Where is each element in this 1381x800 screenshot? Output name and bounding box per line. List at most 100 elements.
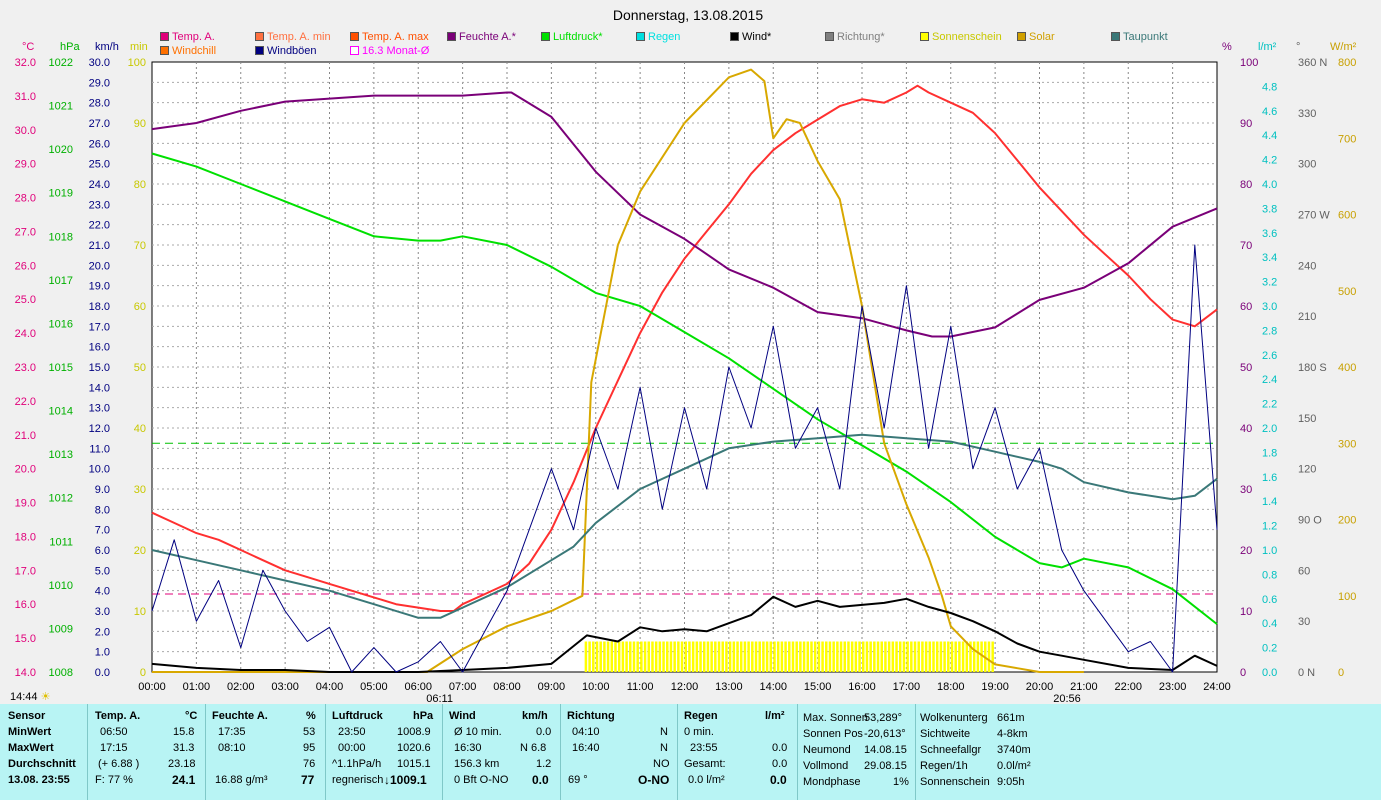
sunshine-bar xyxy=(935,641,939,672)
dir-tick-label: 120 xyxy=(1298,464,1316,476)
rain-unit: l/m² xyxy=(765,710,785,722)
sunshine-bar xyxy=(632,641,636,672)
sunshine-bar xyxy=(662,641,665,672)
sunshine-bar xyxy=(725,641,728,672)
x-tick-label: 17:00 xyxy=(893,681,921,693)
sun-icon: ☀ xyxy=(40,691,51,703)
sunshine-bar xyxy=(891,641,895,672)
sunshine-bar xyxy=(654,641,658,672)
dir-tick-label: 180 S xyxy=(1298,362,1327,374)
wind-tick-label: 29.0 xyxy=(89,77,110,89)
sunshine-bar xyxy=(976,641,980,672)
dir-header: Richtung xyxy=(567,710,615,722)
sunshine-bar xyxy=(924,641,928,672)
row-label-avg: Durchschnitt xyxy=(8,758,76,770)
sunshine-bar xyxy=(869,641,872,672)
wind-tick-label: 17.0 xyxy=(89,321,110,333)
hum-tick-label: 90 xyxy=(1240,118,1252,130)
hum-tick-label: 0 xyxy=(1240,667,1246,679)
sunshine-bar xyxy=(636,641,639,672)
rain-tick-label: 4.0 xyxy=(1262,179,1277,191)
legend-label: Taupunkt xyxy=(1123,31,1168,43)
wind-tick-label: 2.0 xyxy=(95,626,110,638)
misc-v5: 9:05h xyxy=(997,776,1025,788)
hum-cur-val: 77 xyxy=(301,773,315,787)
legend-item: Regen xyxy=(636,31,680,43)
sunshine-bar xyxy=(780,641,784,672)
min-tick-label: 100 xyxy=(128,57,146,69)
rain-tick-label: 3.0 xyxy=(1262,301,1277,313)
wind-tick-label: 11.0 xyxy=(89,443,110,455)
solar-tick-label: 600 xyxy=(1338,210,1356,222)
hum-min-val: 53 xyxy=(303,726,316,738)
press-tick-label: 1015 xyxy=(49,362,73,374)
hum-unit: % xyxy=(306,710,316,722)
wind-max-time: 16:30 xyxy=(454,742,482,754)
press-tick-label: 1020 xyxy=(49,144,73,156)
legend-swatch xyxy=(1017,32,1026,41)
rain-tick-label: 2.0 xyxy=(1262,423,1277,435)
sunshine-bar xyxy=(958,641,961,672)
dir-tick-label: 360 N xyxy=(1298,57,1327,69)
legend-swatch xyxy=(255,46,264,55)
wind-tick-label: 1.0 xyxy=(95,647,110,659)
row-label-current: 13.08. 23:55 xyxy=(8,774,70,786)
press-cur-val: ↓1009.1 xyxy=(384,773,427,787)
sunshine-bar xyxy=(588,641,591,672)
wind-tick-label: 3.0 xyxy=(95,606,110,618)
sunshine-bar xyxy=(658,641,662,672)
press-tick-label: 1010 xyxy=(49,580,73,592)
min-tick-label: 50 xyxy=(134,362,146,374)
temp-tick-label: 25.0 xyxy=(15,294,36,306)
series-line-temp-a- xyxy=(151,84,1218,612)
dir-cur-extra: 69 ° xyxy=(568,774,588,786)
wind-tick-label: 26.0 xyxy=(89,138,110,150)
astro-l4: Vollmond xyxy=(803,760,849,772)
dir-max-val: N xyxy=(660,742,668,754)
sunshine-bar xyxy=(987,641,991,672)
press-tick-label: 1019 xyxy=(49,188,73,200)
hum-tick-label: 10 xyxy=(1240,606,1252,618)
sunshine-bar xyxy=(614,641,617,672)
hum-header: Feuchte A. xyxy=(212,710,268,722)
sunshine-bar xyxy=(917,641,920,672)
sunshine-bar xyxy=(947,641,950,672)
sunshine-bar xyxy=(699,641,702,672)
press-tick-label: 1021 xyxy=(49,101,73,113)
sunshine-bar xyxy=(751,641,754,672)
hum-tick-label: 100 xyxy=(1240,57,1258,69)
rain-tick-label: 2.4 xyxy=(1262,374,1277,386)
series-line-windb-en xyxy=(151,244,1218,673)
x-tick-label: 08:00 xyxy=(493,681,521,693)
sunshine-bar xyxy=(828,641,832,672)
sunshine-bar xyxy=(873,641,876,672)
dir-tick-label: 30 xyxy=(1298,616,1310,628)
wind-avg-extra: 156.3 km xyxy=(454,758,500,770)
temp-tick-label: 21.0 xyxy=(15,430,36,442)
temp-cur-val: 24.1 xyxy=(172,773,196,787)
sunshine-bar xyxy=(688,641,691,672)
sunshine-bar xyxy=(680,641,684,672)
dir-min-val: N xyxy=(660,726,668,738)
solar-tick-label: 100 xyxy=(1338,591,1356,603)
legend-label: Temp. A. xyxy=(172,31,215,43)
press-unit: hPa xyxy=(413,710,434,722)
sunshine-bar xyxy=(784,641,787,672)
hum-max-val: 95 xyxy=(303,742,316,754)
legend-label: Wind* xyxy=(742,31,772,43)
temp-cur-extra: F: 77 % xyxy=(95,774,133,786)
sunrise-annotation: 06:11 xyxy=(426,693,453,704)
series-line-solar xyxy=(152,68,1084,673)
x-tick-label: 10:00 xyxy=(582,681,610,693)
solar-unit-label: W/m² xyxy=(1330,41,1357,53)
row-label-sensor: Sensor xyxy=(8,710,46,722)
wind-tick-label: 4.0 xyxy=(95,586,110,598)
min-tick-label: 0 xyxy=(140,667,146,679)
legend-item: Sonnenschein xyxy=(920,31,1002,43)
series-line-taupunkt xyxy=(151,433,1218,619)
dir-tick-label: 210 xyxy=(1298,311,1316,323)
legend-item: Solar xyxy=(1017,31,1055,43)
rain-tick-label: 1.8 xyxy=(1262,447,1277,459)
chart-title: Donnerstag, 13.08.2015 xyxy=(613,7,763,23)
hum-tick-label: 70 xyxy=(1240,240,1252,252)
